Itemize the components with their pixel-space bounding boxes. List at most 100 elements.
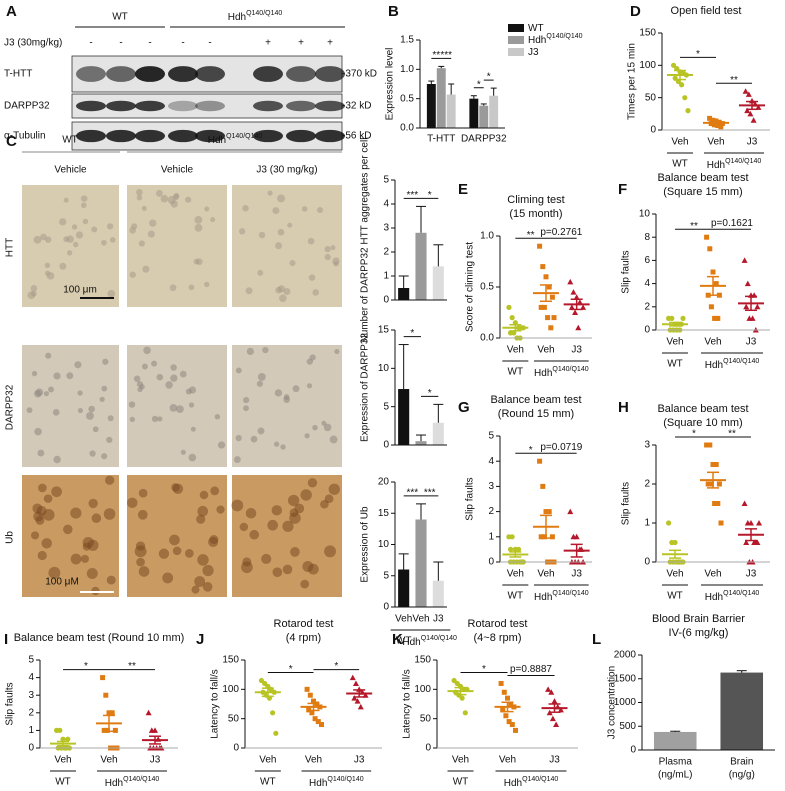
significance-label: ** <box>730 75 738 86</box>
y-axis-label: Expression level <box>385 48 396 121</box>
data-point <box>741 500 748 506</box>
data-point <box>549 294 555 300</box>
x-tick-label: Veh <box>395 614 412 625</box>
x-tick-label: Veh <box>666 337 683 348</box>
cell <box>188 284 195 291</box>
cell <box>208 537 219 548</box>
significance-label: *** <box>406 488 418 499</box>
data-point <box>106 710 112 716</box>
data-point <box>508 701 514 707</box>
cell <box>231 499 244 512</box>
significance-label: * <box>487 72 491 83</box>
blot-band <box>253 100 283 112</box>
cell <box>283 288 291 296</box>
blot-band <box>168 129 198 143</box>
data-point <box>710 117 716 123</box>
genotype-label: HdhQ140/Q140 <box>208 133 263 146</box>
cell <box>127 497 138 509</box>
row-label: HTT <box>5 238 16 257</box>
cell <box>88 498 98 509</box>
cell <box>103 508 116 520</box>
y-tick-label: 1.0 <box>480 231 494 242</box>
data-point <box>509 722 515 728</box>
data-point <box>104 727 110 733</box>
y-axis-label: Times per 15 min <box>627 43 638 120</box>
cell <box>169 284 177 292</box>
y-tick-label: 2 <box>488 506 494 517</box>
cell <box>80 195 88 202</box>
cell <box>309 354 316 361</box>
label-sup: Q140/Q140 <box>226 133 262 140</box>
cell <box>306 383 313 389</box>
data-point <box>669 315 675 321</box>
y-tick-label: 50 <box>228 713 240 724</box>
x-tick-label: Veh <box>537 569 554 580</box>
significance-label: ** <box>432 50 440 61</box>
condition-label: J3 (30 mg/kg) <box>256 165 317 176</box>
cell <box>134 545 147 558</box>
data-point <box>65 736 71 742</box>
band-name: T-HTT <box>4 69 32 80</box>
data-point <box>666 520 672 526</box>
label-sup: Q140/Q140 <box>723 358 759 365</box>
cell <box>199 490 209 500</box>
label-main: Hdh <box>504 778 522 789</box>
cell <box>63 236 70 243</box>
cell <box>308 274 316 281</box>
data-point <box>718 124 724 130</box>
y-tick-label: 1.0 <box>400 64 414 75</box>
cell <box>279 294 287 303</box>
y-axis-label: Latency to fall/s <box>210 669 221 738</box>
data-point <box>705 481 711 487</box>
cell <box>262 346 269 354</box>
cell <box>51 486 62 498</box>
cell <box>307 237 315 245</box>
cell <box>245 287 253 295</box>
x-tick-label: Veh <box>100 755 117 766</box>
data-point <box>551 315 557 321</box>
data-point <box>716 481 722 487</box>
label-sup: Q140/Q140 <box>123 776 159 783</box>
cell <box>34 427 42 436</box>
chart-title: (Square 10 mm) <box>663 417 742 429</box>
cell <box>53 372 61 380</box>
data-point <box>541 534 547 540</box>
y-tick-label: 15 <box>378 325 390 336</box>
cell <box>176 405 184 414</box>
y-tick-label: 0 <box>650 125 656 136</box>
genotype-label: HdhQ140/Q140 <box>705 358 760 371</box>
cell <box>37 449 45 457</box>
data-point <box>545 315 551 321</box>
cell <box>300 579 310 589</box>
data-point <box>354 698 361 704</box>
micrograph <box>22 185 119 307</box>
cell <box>217 441 226 449</box>
cell <box>241 561 253 574</box>
cell <box>138 240 145 247</box>
cell <box>86 568 98 580</box>
bar <box>720 672 764 750</box>
y-tick-label: 5 <box>383 175 389 186</box>
cell <box>160 194 169 203</box>
cell <box>238 228 246 235</box>
significance-label: p=0.2761 <box>540 227 582 238</box>
genotype-label: HdhQ140/Q140 <box>705 590 760 603</box>
cell <box>280 444 286 450</box>
cell <box>287 494 300 507</box>
significance-label: * <box>428 190 432 201</box>
cell <box>31 370 38 377</box>
genotype-label: HdhQ140/Q140 <box>534 590 589 603</box>
y-tick-label: 4 <box>644 278 650 289</box>
data-point <box>307 692 313 698</box>
genotype-label: WT <box>112 12 128 23</box>
cell <box>204 281 210 288</box>
y-tick-label: 10 <box>378 539 390 550</box>
data-point <box>755 104 762 110</box>
y-tick-label: 1500 <box>614 673 637 684</box>
data-point <box>459 695 465 701</box>
bar <box>653 731 697 750</box>
cell <box>210 486 220 496</box>
data-point <box>568 304 575 310</box>
data-point <box>573 294 580 300</box>
data-point <box>713 462 719 467</box>
